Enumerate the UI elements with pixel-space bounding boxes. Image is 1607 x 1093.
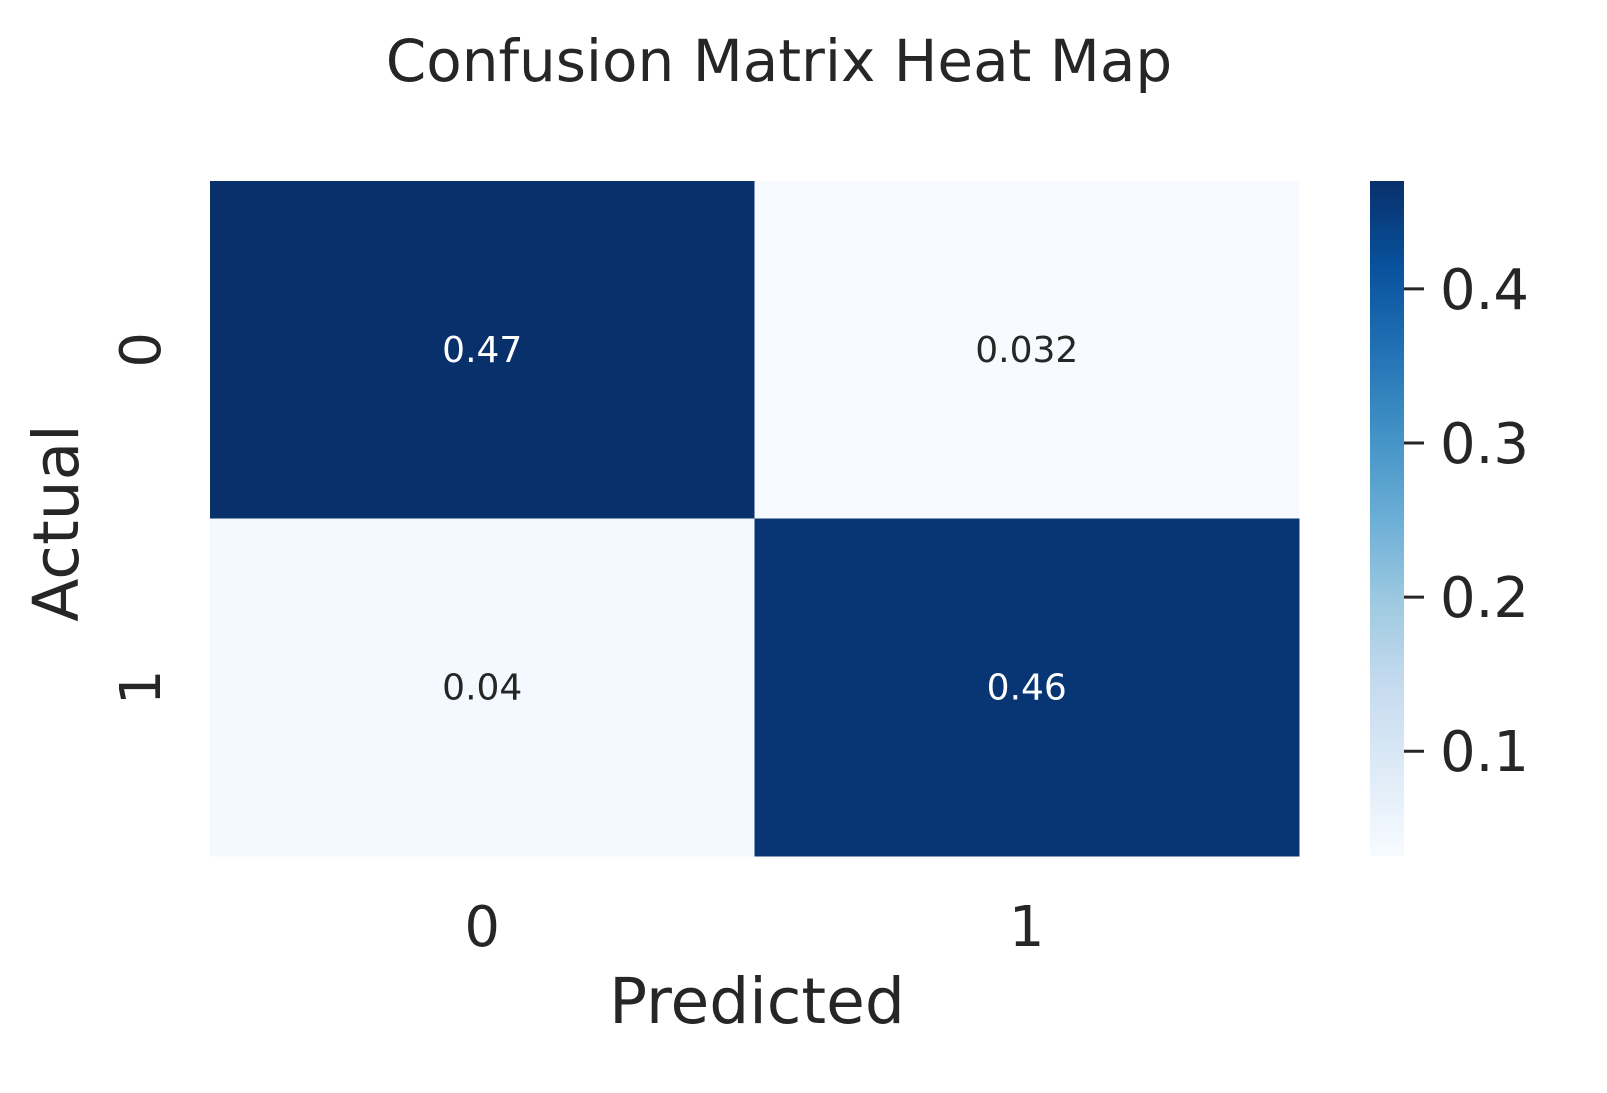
colorbar-tick-label: 0.4: [1440, 258, 1529, 323]
heatmap-cell-1-0: [210, 518, 755, 857]
chart-title: Confusion Matrix Heat Map: [386, 27, 1172, 95]
colorbar-tick-label: 0.2: [1440, 566, 1529, 631]
colorbar-gradient: [1370, 181, 1404, 856]
heatmap-cells: 0.47 0.032 0.04 0.46: [210, 181, 1300, 857]
heatmap-cell-1-1: [754, 518, 1300, 857]
colorbar: 0.1 0.2 0.3 0.4: [1370, 181, 1529, 856]
heatmap-cell-0-1: [754, 181, 1300, 519]
y-axis-label: Actual: [20, 424, 93, 621]
x-tick-label-1: 1: [1009, 895, 1045, 960]
colorbar-tick-label: 0.3: [1440, 412, 1529, 477]
cell-value-label-1-1: 0.46: [987, 667, 1067, 708]
cell-value-label-0-0: 0.47: [442, 330, 522, 371]
cell-value-label-1-0: 0.04: [442, 667, 522, 708]
x-tick-label-0: 0: [464, 895, 500, 960]
y-tick-label-0: 0: [109, 332, 174, 368]
colorbar-tick-label: 0.1: [1440, 720, 1529, 785]
colorbar-ticks: 0.1 0.2 0.3 0.4: [1404, 258, 1529, 785]
y-tick-label-1: 1: [109, 669, 174, 705]
y-axis-ticks: 01: [109, 332, 174, 705]
heatmap-cell-0-0: [210, 181, 755, 519]
x-axis-label: Predicted: [609, 965, 905, 1038]
cell-value-label-0-1: 0.032: [975, 330, 1078, 371]
